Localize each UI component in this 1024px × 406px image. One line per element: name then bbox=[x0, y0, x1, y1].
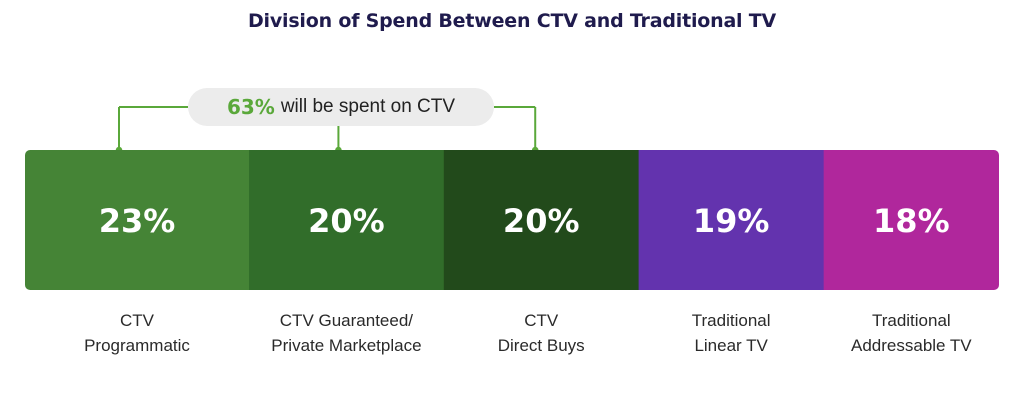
bar-segments bbox=[25, 150, 999, 290]
bar-segment-1 bbox=[25, 150, 250, 290]
category-label-2: CTV Guaranteed/Private Marketplace bbox=[271, 311, 421, 355]
ctv-share-value: 63% bbox=[226, 95, 275, 119]
ctv-share-text: will be spent on CTV bbox=[280, 96, 456, 117]
bar-segment-3 bbox=[443, 150, 640, 290]
bar-segment-2 bbox=[249, 150, 445, 290]
category-labels: CTV Programmatic CTV Guaranteed/Private Ma… bbox=[84, 311, 972, 355]
bar-value-label-2: 20% bbox=[308, 202, 385, 240]
category-label-5: Traditional Addressable TV bbox=[851, 311, 972, 355]
category-label-4: Traditional Linear TV bbox=[692, 311, 771, 355]
bar-value-label-5: 18% bbox=[873, 202, 950, 240]
category-label-1: CTV Programmatic bbox=[84, 311, 190, 355]
category-label-3: CTV Direct Buys bbox=[498, 311, 585, 355]
bar-segment-4 bbox=[638, 150, 825, 290]
bar-value-label-4: 19% bbox=[693, 202, 770, 240]
bar-value-labels: 23% 20% 20% 19% 18% bbox=[99, 202, 950, 240]
bar-value-label-1: 23% bbox=[99, 202, 176, 240]
bar-segment-5 bbox=[823, 150, 999, 290]
ctv-share-callout: 63% will be spent on CTV bbox=[188, 88, 494, 126]
bar-value-label-3: 20% bbox=[503, 202, 580, 240]
chart-title: Division of Spend Between CTV and Tradit… bbox=[247, 10, 777, 32]
